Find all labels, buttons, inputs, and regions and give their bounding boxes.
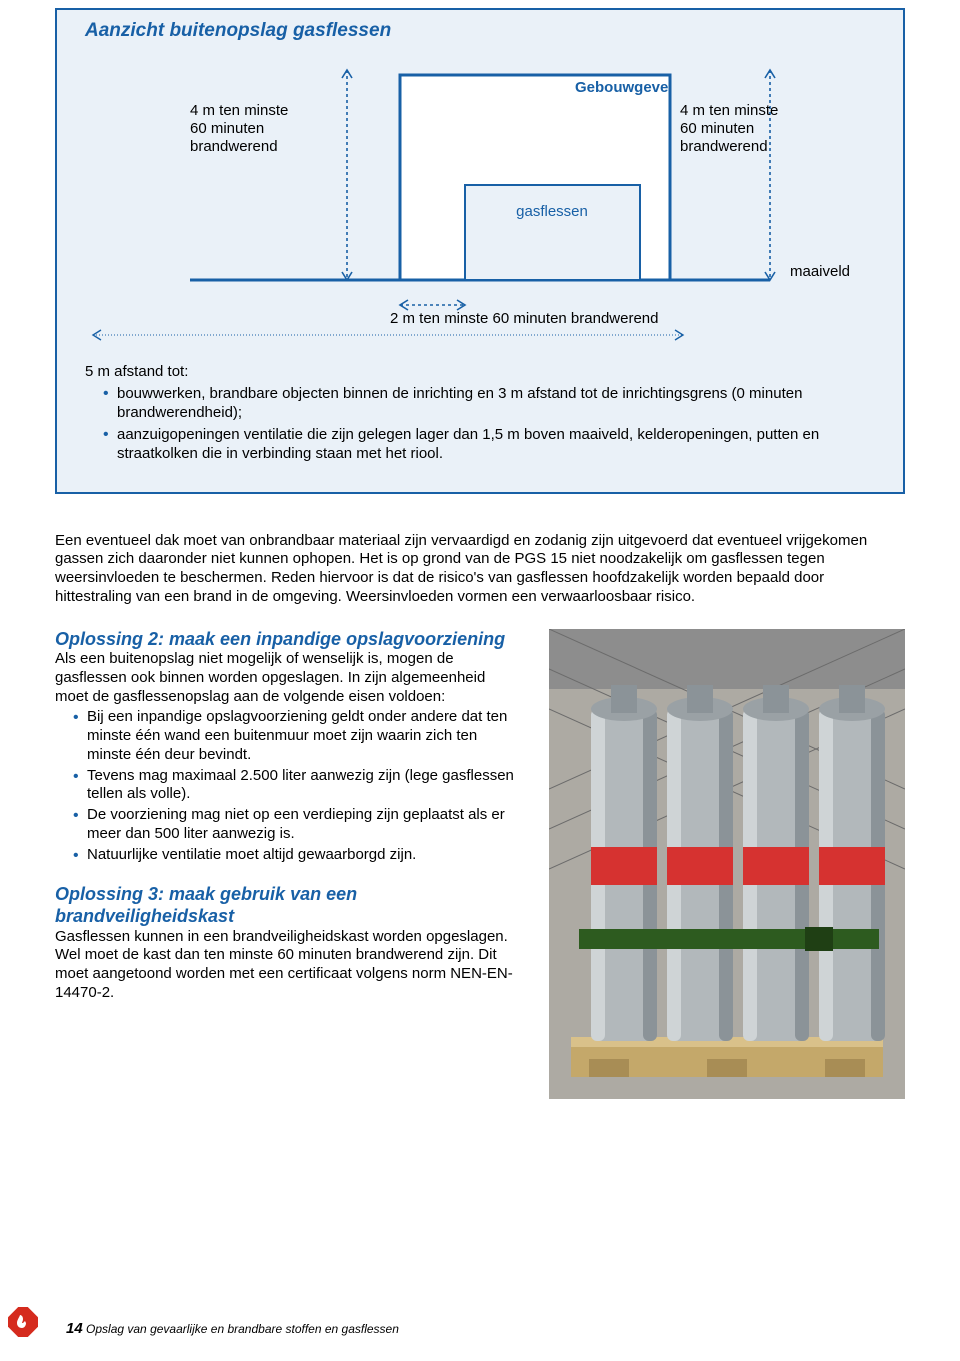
svg-text:gasflessen: gasflessen (516, 203, 588, 220)
oplossing-2: Oplossing 2: maak een inpandige opslagvo… (55, 629, 521, 865)
roof-paragraph: Een eventueel dak moet van onbrandbaar m… (55, 532, 905, 607)
svg-text:4 m ten minste 60 mi: 4 m ten minste 60 minuten brandwerend (680, 102, 783, 155)
section-title: Oplossing 3: maak gebruik van een brandv… (55, 884, 521, 927)
svg-text:maaiveld: maaiveld (790, 263, 850, 280)
diagram-svg: Gebouwgevel 4 m ten minste 60 minuten br… (85, 60, 875, 330)
page-footer: 14 Opslag van gevaarlijke en brandbare s… (0, 1307, 960, 1337)
oplossing3-body: Gasflessen kunnen in een brandveiligheid… (55, 928, 521, 1003)
list-item: Tevens mag maximaal 2.500 liter aanwezig… (73, 767, 521, 805)
list-item: Natuurlijke ventilatie moet altijd gewaa… (73, 846, 521, 865)
svg-text:2 m ten minste 60 minuten bran: 2 m ten minste 60 minuten brandwerend (390, 310, 658, 327)
diagram-panel: Aanzicht buitenopslag gasflessen (55, 8, 905, 494)
oplossing2-intro: Als een buitenopslag niet mogelijk of we… (55, 650, 521, 706)
list-item: Bij een inpandige opslagvoorziening geld… (73, 708, 521, 764)
distance-item: bouwwerken, brandbare objecten binnen de… (103, 384, 875, 423)
photo-gasflessen (549, 629, 905, 1099)
list-item: De voorziening mag niet op een verdiepin… (73, 806, 521, 844)
hazard-icon (8, 1307, 38, 1337)
distance-block: 5 m afstand tot: bouwwerken, brandbare o… (85, 362, 875, 464)
svg-text:Gebouwgevel: Gebouwgevel (575, 79, 673, 96)
distance-heading: 5 m afstand tot: (85, 362, 875, 382)
section-title: Oplossing 2: maak een inpandige opslagvo… (55, 629, 521, 651)
svg-text:4 m ten minste 60 mi: 4 m ten minste 60 minuten brandwerend (190, 102, 293, 155)
footer-title: Opslag van gevaarlijke en brandbare stof… (86, 1322, 399, 1336)
oplossing-3: Oplossing 3: maak gebruik van een brandv… (55, 884, 521, 1002)
diagram-title: Aanzicht buitenopslag gasflessen (85, 20, 875, 42)
distance-item: aanzuigopeningen ventilatie die zijn gel… (103, 425, 875, 464)
page-number: 14 (66, 1320, 83, 1337)
